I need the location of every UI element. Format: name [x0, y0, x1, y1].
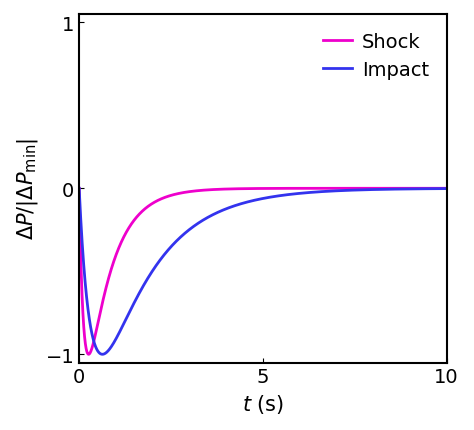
- X-axis label: $t$ (s): $t$ (s): [242, 392, 284, 415]
- Impact: [424, 187, 430, 192]
- Shock: [444, 186, 449, 191]
- Shock: [78, 258, 84, 263]
- Impact: [148, 270, 154, 276]
- Line: Impact: Impact: [79, 189, 447, 354]
- Impact: [256, 197, 262, 203]
- Shock: [424, 186, 430, 191]
- Shock: [148, 202, 154, 207]
- Y-axis label: $\Delta P/|\Delta P_{\min}|$: $\Delta P/|\Delta P_{\min}|$: [15, 138, 40, 240]
- Shock: [256, 187, 262, 192]
- Shock: [86, 352, 91, 357]
- Impact: [91, 341, 97, 346]
- Impact: [78, 218, 84, 224]
- Line: Shock: Shock: [79, 189, 447, 354]
- Impact: [100, 352, 105, 357]
- Impact: [98, 352, 104, 357]
- Shock: [76, 186, 82, 191]
- Shock: [91, 336, 97, 341]
- Impact: [76, 186, 82, 191]
- Shock: [98, 306, 104, 311]
- Impact: [444, 187, 449, 192]
- Legend: Shock, Impact: Shock, Impact: [315, 25, 437, 88]
